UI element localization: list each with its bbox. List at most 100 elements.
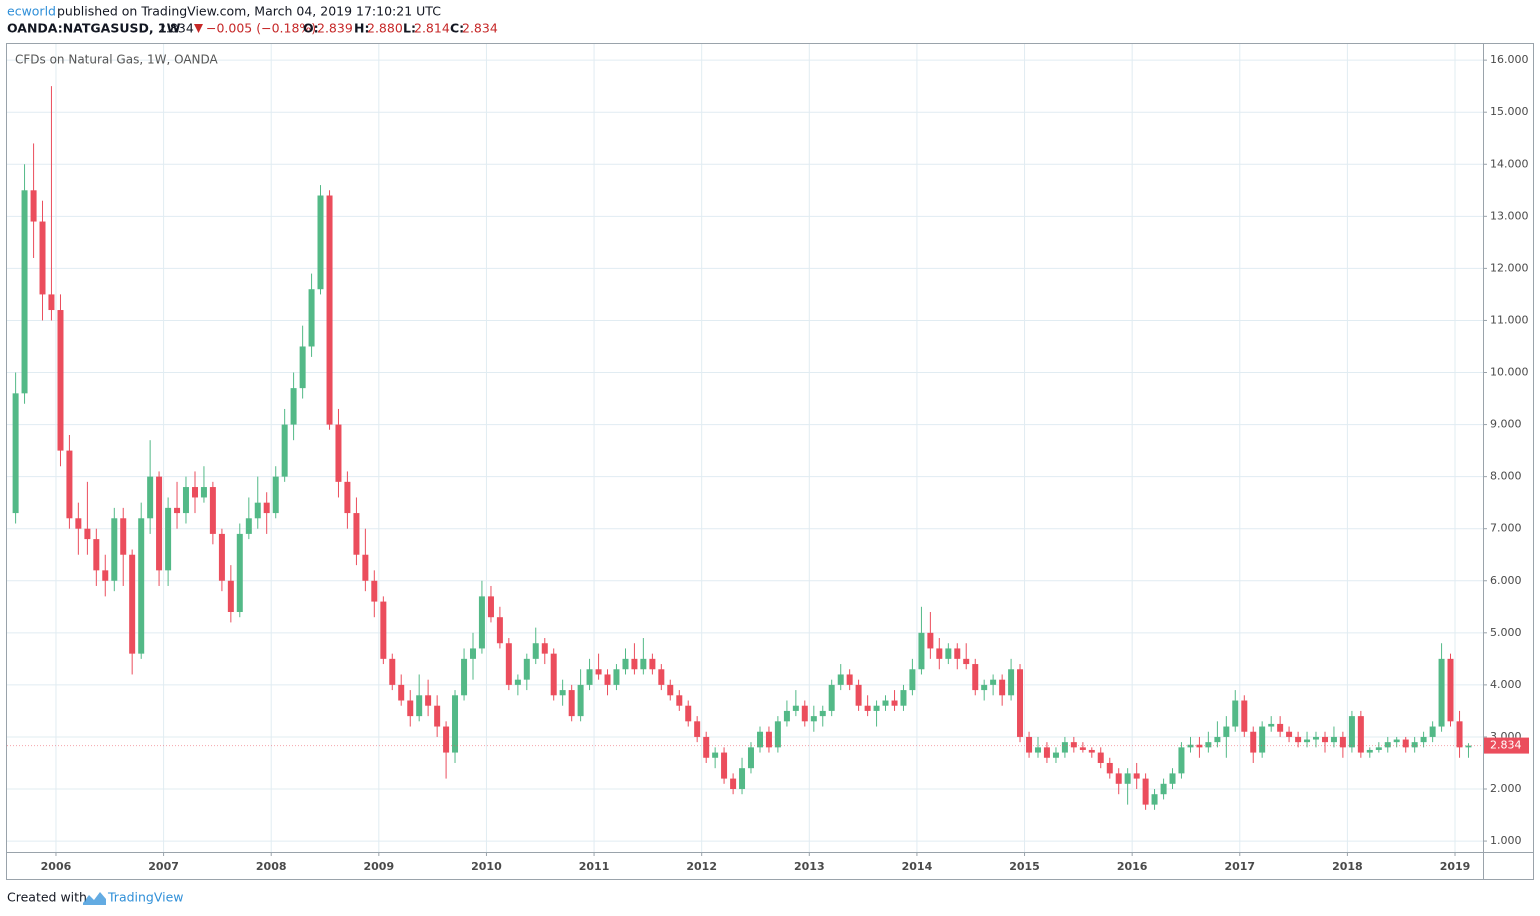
candle-body	[694, 721, 701, 737]
symbol: OANDA:NATGASUSD, 1W	[7, 21, 181, 36]
candle-body	[658, 669, 665, 685]
quote-price: 2.834	[158, 21, 194, 36]
candle-body	[1411, 742, 1418, 748]
open-label: O:	[303, 21, 319, 36]
candle-body	[57, 310, 64, 451]
x-tick-label: 2012	[686, 860, 717, 873]
candle-body	[272, 476, 279, 514]
candle-body	[416, 695, 423, 717]
candle-body	[1008, 669, 1015, 696]
candle-body	[66, 450, 73, 519]
candle-body	[496, 617, 503, 644]
candle-body	[963, 658, 970, 665]
open-value: 2.839	[317, 21, 353, 36]
candle-body	[1034, 747, 1041, 753]
candle-body	[344, 481, 351, 514]
x-tick-label: 2017	[1224, 860, 1255, 873]
candle-body	[254, 502, 261, 519]
y-tick-label: 15.000	[1490, 105, 1529, 118]
candle-body	[434, 705, 441, 727]
candle-body	[604, 674, 611, 685]
candle-body	[1322, 736, 1329, 743]
low-value: 2.814	[414, 21, 450, 36]
candle-body	[1133, 773, 1140, 779]
y-tick-label: 11.000	[1490, 313, 1529, 326]
candle-body	[1402, 739, 1409, 748]
candle-body	[577, 684, 584, 717]
candle-body	[21, 190, 28, 394]
candle-body	[165, 507, 172, 571]
candle-body	[1052, 752, 1059, 758]
candle-body	[981, 684, 988, 691]
candle-body	[84, 528, 91, 540]
candle-body	[1079, 747, 1086, 750]
y-tick-label: 2.000	[1490, 782, 1522, 795]
candle-body	[120, 518, 127, 555]
candle-body	[30, 190, 37, 222]
candle-body	[1393, 739, 1400, 743]
candle-body	[873, 705, 880, 711]
candle-body	[1160, 783, 1167, 795]
candle-body	[1375, 747, 1382, 750]
candle-body	[209, 487, 216, 534]
y-tick-label: 9.000	[1490, 418, 1522, 431]
candle-body	[1043, 747, 1050, 758]
candle-body	[1420, 736, 1427, 743]
candle-body	[918, 632, 925, 670]
candle-body	[514, 679, 521, 685]
candle-body	[1115, 773, 1122, 784]
candle-body	[1339, 736, 1346, 748]
x-tick-label: 2010	[471, 860, 502, 873]
candle-body	[1456, 721, 1463, 748]
candle-body	[1286, 731, 1293, 737]
candle-body	[541, 643, 548, 654]
candle-body	[936, 648, 943, 659]
candle-body	[1429, 726, 1436, 737]
author[interactable]: ecworld	[7, 4, 56, 19]
candle-body	[1366, 749, 1373, 753]
y-tick-label: 14.000	[1490, 157, 1529, 170]
candle-body	[757, 731, 764, 748]
candle-body	[1295, 736, 1302, 743]
candle-body	[111, 518, 118, 581]
candle-body	[281, 424, 288, 477]
footer-brand[interactable]: TradingView	[107, 890, 184, 905]
y-tick-label: 8.000	[1490, 470, 1522, 483]
candle-body	[613, 669, 620, 685]
y-tick-label: 7.000	[1490, 522, 1522, 535]
candle-body	[218, 533, 225, 581]
candle-body	[622, 658, 629, 670]
candle-body	[712, 752, 719, 758]
candle-body	[765, 731, 772, 748]
candle-body	[236, 533, 243, 612]
y-tick-label: 4.000	[1490, 678, 1522, 691]
candle-body	[353, 513, 360, 555]
candle-body	[380, 601, 387, 659]
candle-body	[1124, 773, 1131, 784]
y-tick-label: 6.000	[1490, 574, 1522, 587]
candle-body	[1178, 747, 1185, 774]
candle-body	[129, 554, 136, 654]
quote-change: −0.005 (−0.18%)	[206, 21, 316, 36]
candle-body	[1465, 745, 1472, 748]
x-tick-label: 2019	[1440, 860, 1471, 873]
high-label: H:	[354, 21, 369, 36]
candle-body	[308, 289, 315, 347]
candle-body	[469, 648, 476, 659]
candle-body	[945, 648, 952, 659]
candle-body	[1187, 744, 1194, 748]
candle-body	[487, 596, 494, 618]
candle-body	[532, 643, 539, 659]
x-tick-label: 2007	[148, 860, 179, 873]
y-tick-label: 12.000	[1490, 261, 1529, 274]
candle-body	[703, 736, 710, 758]
candle-body	[1061, 742, 1068, 753]
candle-body	[837, 674, 844, 685]
last-price-label: 2.834	[1490, 739, 1522, 752]
candle-body	[1438, 658, 1445, 727]
candle-body	[1070, 742, 1077, 748]
candle-body	[927, 632, 934, 649]
candle-body	[774, 721, 781, 748]
candle-body	[75, 518, 82, 529]
y-tick-label: 5.000	[1490, 626, 1522, 639]
